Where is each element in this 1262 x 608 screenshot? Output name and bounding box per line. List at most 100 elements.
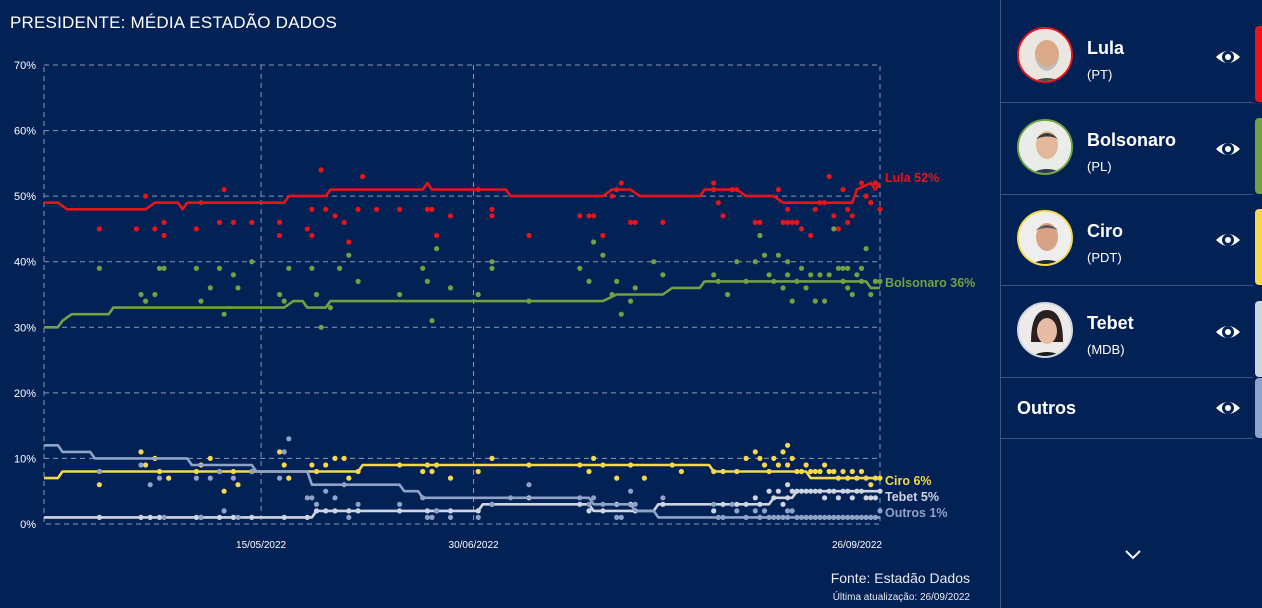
candidate-color-stripe [1255,209,1262,285]
data-point-tebet [752,495,758,501]
source-note: Fonte: Estadão Dados [830,570,970,586]
chevron-down-icon[interactable] [1121,545,1145,565]
series-label-lula: Lula 52% [885,171,939,185]
data-point-tebet [785,482,791,488]
data-point-outros [193,475,199,481]
data-point-ciro [281,462,287,468]
eye-icon[interactable] [1215,139,1241,159]
data-point-tebet [822,495,828,501]
candidate-color-stripe [1255,26,1262,102]
data-point-lula [711,180,717,186]
data-point-ciro [761,462,768,468]
data-point-tebet [835,495,842,501]
avatar [1017,210,1073,266]
data-point-bolsonaro [752,259,758,265]
data-point-lula [434,232,440,239]
data-point-bolsonaro [845,285,851,291]
data-point-bolsonaro [780,285,786,291]
data-point-bolsonaro [138,291,144,298]
data-point-outros [304,495,310,501]
data-point-outros [332,495,338,501]
series-line-outros [44,444,880,519]
data-point-bolsonaro [434,246,440,252]
data-point-ciro [235,482,241,488]
data-point-bolsonaro [230,272,236,278]
data-point-lula [872,180,879,186]
candidate-card-lula[interactable]: Lula (PT) [1001,12,1262,103]
candidate-card-bolsonaro[interactable]: Bolsonaro (PL) [1001,104,1262,195]
data-point-lula [193,226,199,232]
data-point-bolsonaro [161,265,167,271]
data-point-bolsonaro [152,291,158,298]
data-point-bolsonaro [355,278,361,284]
data-point-outros [429,514,435,521]
candidate-color-stripe [1255,301,1262,377]
data-point-bolsonaro [822,298,828,304]
data-point-outros [198,514,204,521]
data-point-lula [849,213,855,219]
data-point-tebet [872,495,879,501]
data-point-outros [221,508,227,514]
candidate-card-tebet[interactable]: Tebet (MDB) [1001,287,1262,378]
eye-icon[interactable] [1215,398,1241,418]
data-point-ciro [323,462,329,468]
data-point-ciro [614,475,620,481]
data-point-ciro [789,455,795,461]
series-label-outros: Outros 1% [885,506,948,520]
y-tick-label: 10% [14,453,36,465]
data-point-bolsonaro [632,285,638,291]
data-point-ciro [591,455,597,461]
data-point-ciro [138,449,144,455]
series-line-lula [44,181,882,211]
data-point-bolsonaro [447,285,454,291]
data-point-lula [577,213,583,219]
data-point-lula [591,213,597,219]
data-point-ciro [831,468,837,475]
data-point-ciro [332,455,338,461]
data-point-bolsonaro [586,278,592,284]
data-point-outros [96,468,102,475]
data-point-outros [628,488,634,494]
data-point-lula [835,226,842,232]
data-point-lula [355,206,361,212]
candidate-sidebar: Lula (PT) Bolsonaro (PL) C [1000,0,1262,608]
data-point-outros [216,468,223,475]
data-point-bolsonaro [863,246,869,252]
candidate-card-ciro[interactable]: Ciro (PDT) [1001,195,1262,286]
data-point-bolsonaro [785,272,791,278]
data-point-outros [323,488,329,494]
data-point-outros [489,501,495,507]
eye-icon[interactable] [1215,47,1241,67]
data-point-outros [591,495,597,501]
data-point-lula [757,219,763,225]
data-point-ciro [207,455,213,461]
data-point-outros [313,501,320,507]
plot-frame [43,64,881,525]
data-point-bolsonaro [198,298,204,304]
page-title: PRESIDENTE: MÉDIA ESTADÃO DADOS [10,13,338,32]
y-tick-label: 30% [14,322,36,334]
candidate-card-outros[interactable]: Outros [1001,378,1262,439]
data-point-bolsonaro [757,232,763,239]
data-point-tebet [780,501,786,507]
data-point-lula [346,239,352,245]
data-point-ciro [420,468,426,475]
data-point-ciro [785,442,791,448]
y-tick-label: 50% [14,191,36,203]
data-point-bolsonaro [313,291,320,298]
data-point-lula [447,213,454,219]
data-point-lula [429,206,435,212]
data-point-lula [826,173,832,180]
eye-icon[interactable] [1215,230,1241,250]
y-tick-label: 60% [14,126,36,138]
data-point-bolsonaro [618,311,624,317]
avatar [1017,119,1073,175]
eye-icon[interactable] [1215,322,1241,342]
data-point-ciro [586,468,592,475]
data-point-bolsonaro [734,259,740,265]
data-point-lula [249,219,255,225]
data-point-outros [161,514,167,521]
avatar [1017,27,1073,83]
data-point-outros [711,501,717,507]
data-point-bolsonaro [835,265,842,271]
